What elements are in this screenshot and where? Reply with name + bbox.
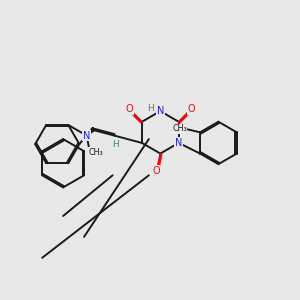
Text: O: O xyxy=(125,104,133,114)
Text: N: N xyxy=(83,130,90,141)
Text: CH₃: CH₃ xyxy=(89,148,104,157)
Text: CH₃: CH₃ xyxy=(172,124,187,133)
Text: O: O xyxy=(188,104,195,114)
Text: O: O xyxy=(152,166,160,176)
Text: N: N xyxy=(175,138,182,148)
Text: H: H xyxy=(148,104,154,113)
Text: N: N xyxy=(157,106,164,116)
Text: H: H xyxy=(112,140,119,149)
